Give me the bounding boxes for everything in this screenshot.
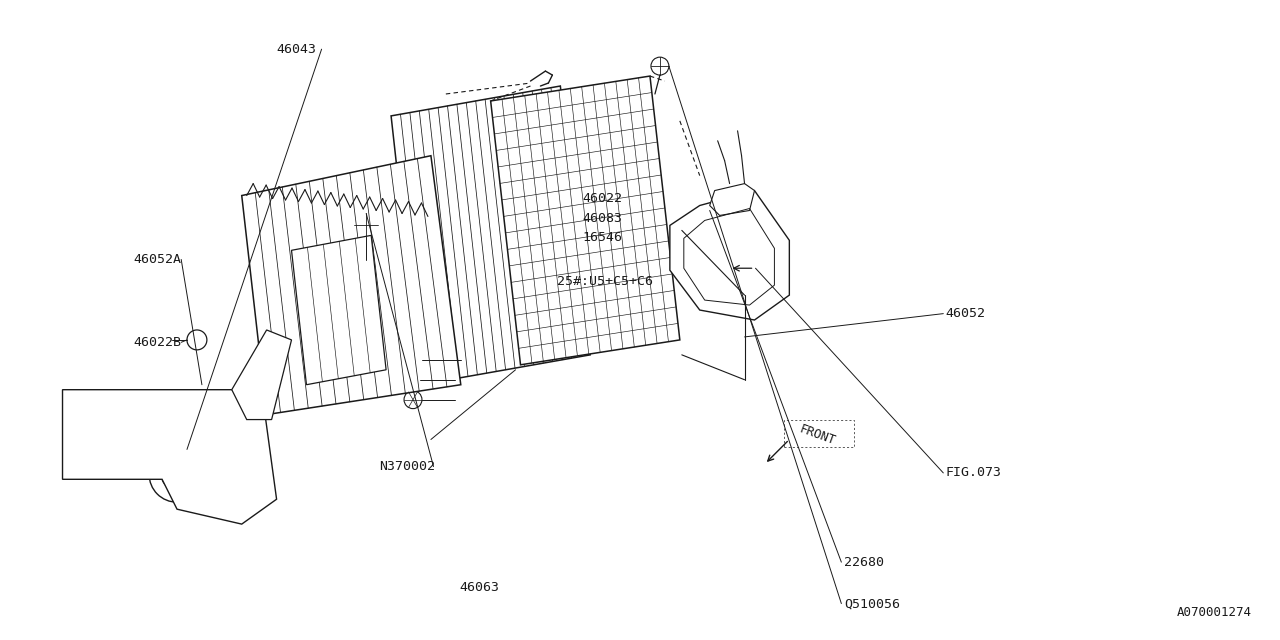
Text: 46022B: 46022B: [133, 336, 182, 349]
Text: N370002: N370002: [379, 460, 435, 473]
Polygon shape: [242, 156, 461, 415]
Text: 46043: 46043: [276, 43, 316, 56]
Text: 16546: 16546: [582, 230, 622, 244]
Text: FRONT: FRONT: [797, 422, 837, 447]
Polygon shape: [232, 330, 292, 420]
Polygon shape: [392, 86, 590, 385]
Polygon shape: [292, 236, 387, 385]
Polygon shape: [490, 76, 680, 365]
Circle shape: [652, 57, 669, 75]
Polygon shape: [669, 191, 790, 320]
Circle shape: [150, 447, 205, 502]
Text: 46063: 46063: [460, 581, 499, 594]
Text: 46022: 46022: [582, 193, 622, 205]
Text: 46052A: 46052A: [133, 253, 182, 266]
Circle shape: [404, 390, 422, 408]
Text: A070001274: A070001274: [1176, 607, 1252, 620]
Text: 22680: 22680: [844, 556, 884, 569]
Text: FIG.073: FIG.073: [946, 467, 1002, 479]
Text: Q510056: Q510056: [844, 597, 900, 610]
Circle shape: [406, 372, 420, 387]
Text: 46052: 46052: [946, 307, 986, 320]
Circle shape: [355, 214, 378, 237]
Polygon shape: [63, 390, 276, 524]
Text: 46083: 46083: [582, 212, 622, 225]
Text: 25#:U5+C5+C6: 25#:U5+C5+C6: [557, 275, 653, 288]
Circle shape: [410, 354, 422, 366]
Circle shape: [187, 330, 207, 350]
Polygon shape: [709, 184, 754, 216]
